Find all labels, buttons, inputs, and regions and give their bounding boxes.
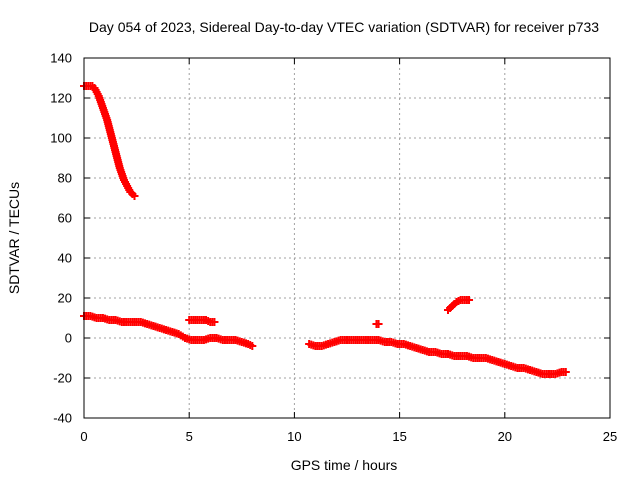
series-group <box>80 312 257 350</box>
x-tick-label: 5 <box>186 429 193 444</box>
grid-layer <box>84 58 610 418</box>
y-axis-label: SDTVAR / TECUs <box>6 182 22 294</box>
series-group <box>80 82 139 200</box>
x-tick-label: 20 <box>498 429 512 444</box>
y-tick-label: 0 <box>65 331 72 346</box>
series-group <box>372 320 383 328</box>
x-tick-label: 15 <box>392 429 406 444</box>
x-axis-label: GPS time / hours <box>291 457 398 473</box>
x-tick-label: 25 <box>603 429 617 444</box>
series-group <box>185 316 219 326</box>
y-tick-label: 40 <box>58 251 72 266</box>
data-point <box>248 342 257 350</box>
x-tick-label: 10 <box>287 429 301 444</box>
y-tick-label: 120 <box>50 91 72 106</box>
y-tick-label: -20 <box>53 371 72 386</box>
y-tick-label: -40 <box>53 411 72 426</box>
series-group <box>305 336 570 378</box>
data-point <box>374 320 383 328</box>
data-points-layer <box>80 82 570 378</box>
data-point <box>561 368 570 376</box>
y-tick-label: 20 <box>58 291 72 306</box>
plot-frame <box>83 57 611 419</box>
data-point <box>130 192 139 200</box>
data-point <box>465 296 474 304</box>
y-tick-label: 80 <box>58 171 72 186</box>
y-tick-label: 100 <box>50 131 72 146</box>
chart-title: Day 054 of 2023, Sidereal Day-to-day VTE… <box>89 19 599 35</box>
series-group <box>443 296 474 314</box>
x-tick-label: 0 <box>80 429 87 444</box>
data-point <box>210 318 219 326</box>
y-tick-label: 140 <box>50 51 72 66</box>
ticks-layer: 0 5 10 15 20 25 -40 -20 0 20 40 60 80 100 120 140 <box>50 51 617 445</box>
y-tick-label: 60 <box>58 211 72 226</box>
